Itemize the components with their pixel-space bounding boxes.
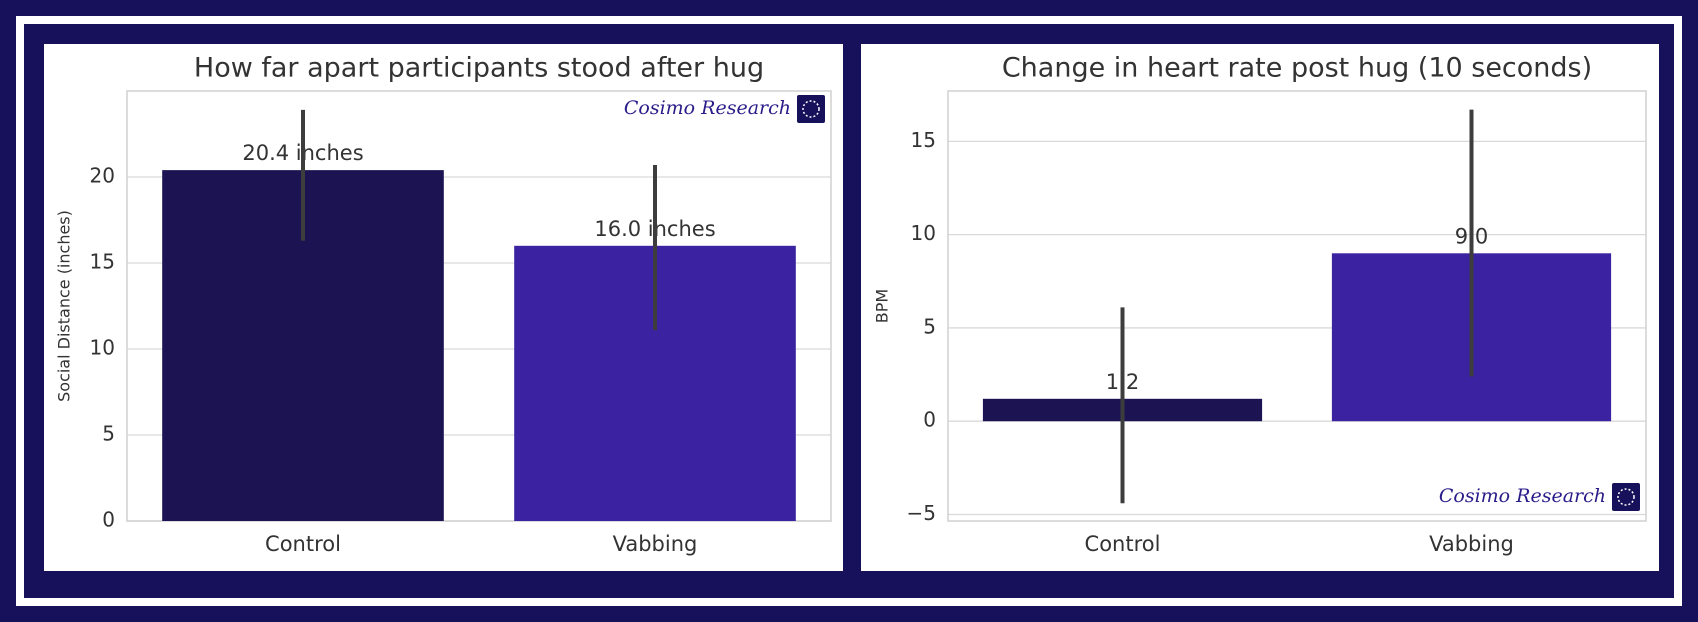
watermark-icon [1612, 483, 1640, 511]
y-tick-label: 5 [102, 422, 115, 446]
y-axis-label: Social Distance (inches) [55, 210, 74, 402]
x-tick-label: Vabbing [1429, 532, 1514, 556]
x-tick-label: Vabbing [613, 532, 698, 556]
axes-frame [947, 90, 1647, 522]
watermark-icon [797, 95, 825, 123]
y-tick-label: 10 [90, 336, 115, 360]
watermark: Cosimo Research [624, 97, 791, 119]
y-axis-label: BPM [873, 289, 892, 323]
chart-title: How far apart participants stood after h… [194, 53, 764, 84]
y-tick-label: 10 [911, 221, 936, 245]
watermark-icon-mark [802, 100, 820, 118]
y-tick-label: 15 [90, 250, 115, 274]
y-tick-label: 20 [90, 164, 115, 188]
axes-frame [126, 90, 832, 522]
watermark: Cosimo Research [1439, 485, 1606, 507]
y-tick-label: 0 [923, 408, 936, 432]
y-tick-label: 15 [911, 128, 936, 152]
chart-title: Change in heart rate post hug (10 second… [1002, 53, 1592, 84]
x-tick-label: Control [1085, 532, 1161, 556]
y-tick-label: 5 [923, 314, 936, 338]
x-tick-label: Control [265, 532, 341, 556]
y-tick-label: 0 [102, 508, 115, 532]
y-tick-label: −5 [907, 501, 936, 525]
watermark-icon-mark [1617, 488, 1635, 506]
